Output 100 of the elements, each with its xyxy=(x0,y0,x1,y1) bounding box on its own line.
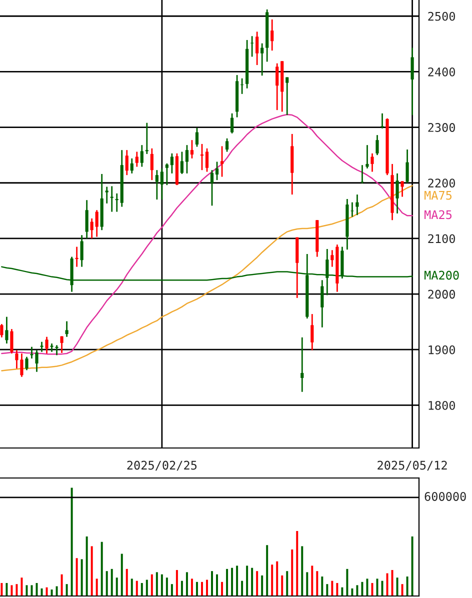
candlestick xyxy=(180,151,184,175)
candlestick xyxy=(220,145,224,178)
candlestick xyxy=(370,152,374,172)
candlestick xyxy=(350,202,354,218)
bar xyxy=(411,536,414,596)
bar xyxy=(6,583,8,596)
candlestick xyxy=(376,134,379,156)
bar xyxy=(401,584,404,596)
bar xyxy=(291,549,294,596)
candlestick xyxy=(170,152,174,174)
bar xyxy=(231,568,234,596)
candlestick xyxy=(135,151,138,168)
bar xyxy=(120,554,123,596)
bar xyxy=(166,578,168,596)
bar xyxy=(361,582,364,596)
candlestick xyxy=(125,149,128,176)
bar xyxy=(356,585,358,596)
bar xyxy=(110,568,113,596)
bar xyxy=(136,580,138,596)
bar xyxy=(70,488,73,596)
bar xyxy=(341,587,344,596)
bar xyxy=(60,574,63,596)
x-tick-label: 2025/02/25 xyxy=(127,460,197,471)
candlestick xyxy=(185,144,189,174)
bar xyxy=(0,583,3,596)
bar xyxy=(186,572,188,596)
bar xyxy=(40,588,43,596)
bar xyxy=(236,566,238,596)
bar xyxy=(170,584,173,596)
bar xyxy=(106,571,108,596)
candlestick xyxy=(366,144,369,170)
candlestick xyxy=(25,356,28,371)
bar xyxy=(130,578,133,596)
bar xyxy=(146,580,148,596)
bar xyxy=(271,564,274,596)
bar xyxy=(301,546,304,596)
bar xyxy=(351,588,354,596)
bar xyxy=(281,575,284,596)
bar xyxy=(200,582,203,596)
bar xyxy=(366,578,368,596)
candlestick xyxy=(165,162,168,186)
bar xyxy=(16,584,18,596)
bar xyxy=(86,536,88,596)
candlestick xyxy=(65,320,68,338)
y-tick-label: 1900 xyxy=(428,345,455,354)
y-tick-label: 2400 xyxy=(428,67,455,76)
bar xyxy=(100,542,103,596)
bar xyxy=(286,571,288,596)
bar xyxy=(306,572,308,596)
candlestick xyxy=(140,144,144,168)
candlestick xyxy=(260,42,264,76)
bar xyxy=(216,574,218,596)
bar xyxy=(371,583,374,596)
candlestick xyxy=(320,279,324,328)
candlestick xyxy=(270,18,274,52)
bar xyxy=(226,568,228,596)
candlestick xyxy=(45,336,48,354)
candlestick xyxy=(205,148,209,172)
candlestick xyxy=(0,323,4,338)
series-label: MA25 xyxy=(424,210,452,220)
candlestick xyxy=(80,234,84,268)
bar xyxy=(391,570,394,596)
bar xyxy=(196,582,198,596)
bar xyxy=(36,583,38,596)
bar xyxy=(80,559,83,596)
candlestick xyxy=(225,138,229,152)
bar xyxy=(321,576,324,596)
bar xyxy=(241,580,244,596)
series-label: MA200 xyxy=(424,270,459,280)
y-tick-label: 2300 xyxy=(428,123,455,132)
bar xyxy=(336,583,338,596)
bar xyxy=(326,584,328,596)
bar xyxy=(26,585,28,596)
candlestick xyxy=(310,313,314,351)
bar xyxy=(76,558,78,596)
bar xyxy=(251,568,254,596)
bar xyxy=(206,580,208,596)
candlestick xyxy=(155,169,158,200)
candlestick xyxy=(50,342,54,353)
candlestick xyxy=(256,30,259,66)
y-tick-label: 1800 xyxy=(428,400,455,410)
candlestick xyxy=(396,172,399,214)
candlestick xyxy=(130,158,134,174)
candlestick xyxy=(150,148,154,181)
bar xyxy=(180,580,183,596)
candlestick xyxy=(95,209,98,238)
text: 600000 xyxy=(424,492,466,501)
bar xyxy=(406,576,408,596)
candlestick xyxy=(410,47,414,116)
bar xyxy=(211,571,214,596)
bar xyxy=(56,586,58,596)
candlestick xyxy=(230,112,234,134)
candlestick xyxy=(55,344,58,356)
candlestick xyxy=(215,161,219,181)
candlestick xyxy=(60,336,64,354)
bar xyxy=(176,570,178,596)
candlestick xyxy=(160,168,164,200)
bar xyxy=(150,574,153,596)
bar xyxy=(261,575,264,596)
bar xyxy=(46,587,48,596)
